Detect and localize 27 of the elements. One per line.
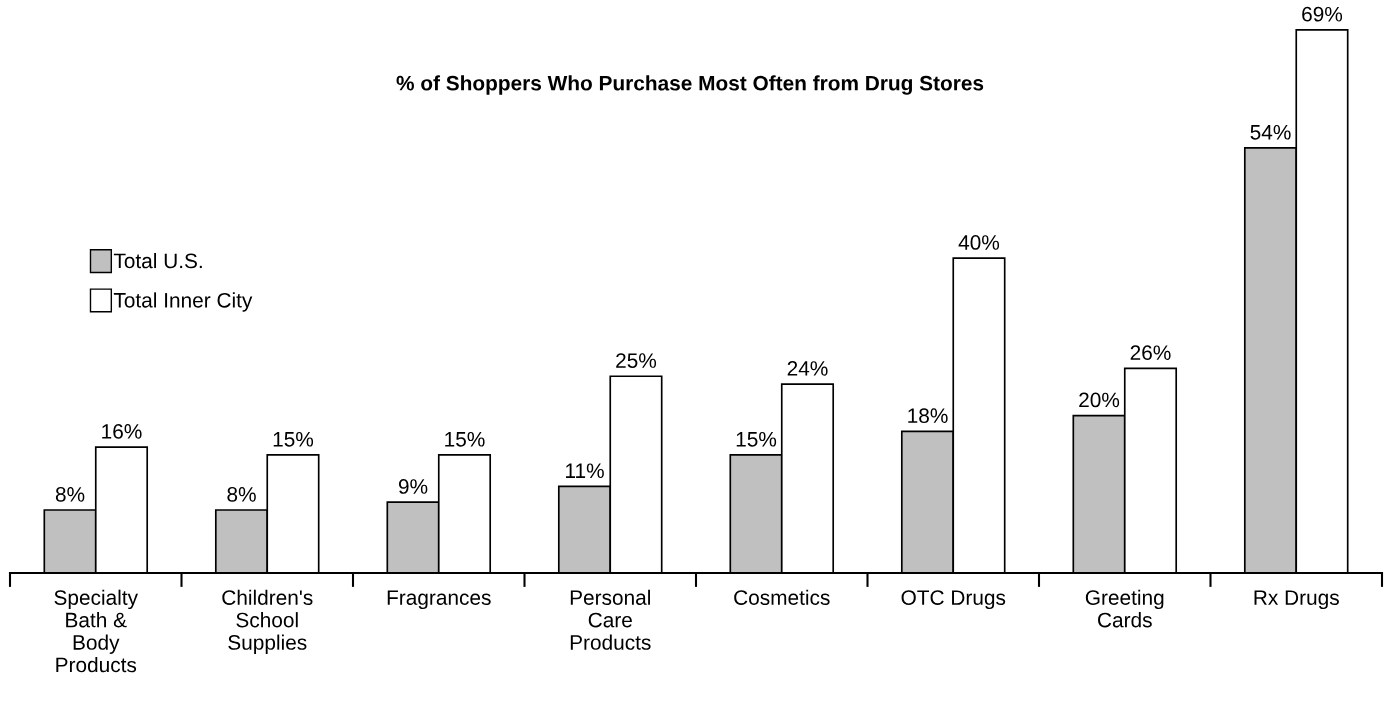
data-label: 26%	[1130, 345, 1171, 361]
data-label: 40%	[958, 235, 1000, 250]
x-tick-label: Cosmetics	[734, 589, 830, 605]
text: % of Shoppers Who Purchase Most Often from Drug Stores	[396, 75, 984, 95]
data-label: 15%	[273, 431, 314, 447]
x-tick-label: Rx Drugs	[1254, 590, 1339, 610]
data-label: 16%	[102, 424, 142, 439]
data-label: 8%	[227, 486, 256, 502]
data-label: 15%	[445, 431, 485, 447]
legend-label: Total U.S.	[113, 252, 202, 269]
legend-label: Total Inner City	[113, 292, 253, 312]
data-label: 54%	[1250, 125, 1291, 140]
data-label: 15%	[736, 431, 777, 447]
data-label: 20%	[1079, 392, 1120, 408]
data-label: 25%	[616, 353, 657, 368]
data-label: 24%	[787, 361, 828, 376]
x-tick-label: Children's School Supplies	[222, 589, 313, 654]
x-tick-label: Personal Care Products	[570, 589, 651, 650]
data-label: 69%	[1302, 6, 1343, 22]
data-label: 8%	[55, 486, 85, 502]
data-label: 18%	[908, 408, 948, 424]
x-tick-label: OTC Drugs	[901, 590, 1006, 610]
x-tick-label: Specialty Bath & Body Products	[54, 589, 138, 673]
data-label: 11%	[566, 463, 604, 479]
data-label: 9%	[398, 479, 428, 494]
x-tick-label: Greeting Cards	[1085, 589, 1164, 628]
x-tick-label: Fragrances	[387, 590, 491, 610]
